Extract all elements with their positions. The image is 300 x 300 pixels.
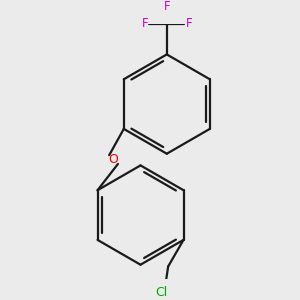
Text: F: F bbox=[185, 17, 192, 30]
Text: O: O bbox=[109, 153, 118, 166]
Text: Cl: Cl bbox=[155, 286, 167, 299]
Text: F: F bbox=[164, 1, 170, 13]
Text: F: F bbox=[142, 17, 148, 30]
